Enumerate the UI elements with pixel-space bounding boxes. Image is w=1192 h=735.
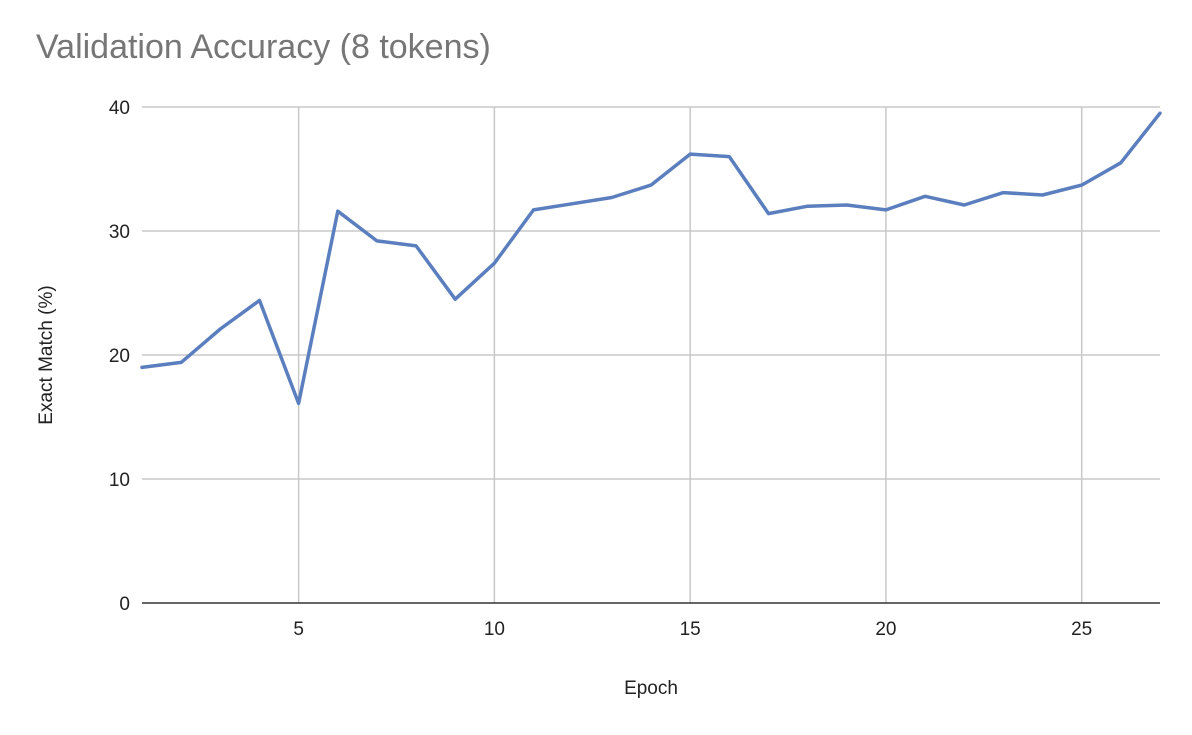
tick-labels: 0 10 20 30 40 5 10 15 20 25 [109, 98, 1092, 640]
x-axis-title: Epoch [624, 678, 678, 699]
y-axis-title: Exact Match (%) [36, 285, 57, 424]
y-tick-label: 20 [109, 346, 130, 367]
y-tick-label: 0 [119, 594, 130, 615]
chart-title: Validation Accuracy (8 tokens) [36, 28, 491, 67]
series [142, 113, 1160, 403]
x-tick-label: 25 [1071, 619, 1092, 640]
y-tick-label: 40 [109, 98, 130, 119]
series-line [142, 113, 1160, 403]
x-tick-label: 20 [875, 619, 896, 640]
x-tick-label: 15 [680, 619, 701, 640]
x-tick-label: 10 [484, 619, 505, 640]
x-tick-label: 5 [293, 619, 304, 640]
grid [142, 107, 1160, 603]
y-tick-label: 10 [109, 470, 130, 491]
y-tick-label: 30 [109, 222, 130, 243]
